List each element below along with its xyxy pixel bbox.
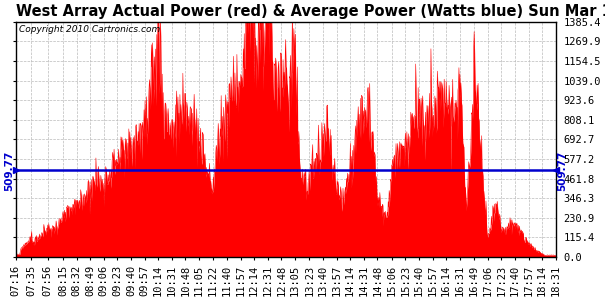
Text: 509.77: 509.77 xyxy=(4,150,14,190)
Text: 509.77: 509.77 xyxy=(558,150,567,190)
Text: West Array Actual Power (red) & Average Power (Watts blue) Sun Mar 14 18:54: West Array Actual Power (red) & Average … xyxy=(16,4,605,19)
Text: Copyright 2010 Cartronics.com: Copyright 2010 Cartronics.com xyxy=(19,25,160,34)
